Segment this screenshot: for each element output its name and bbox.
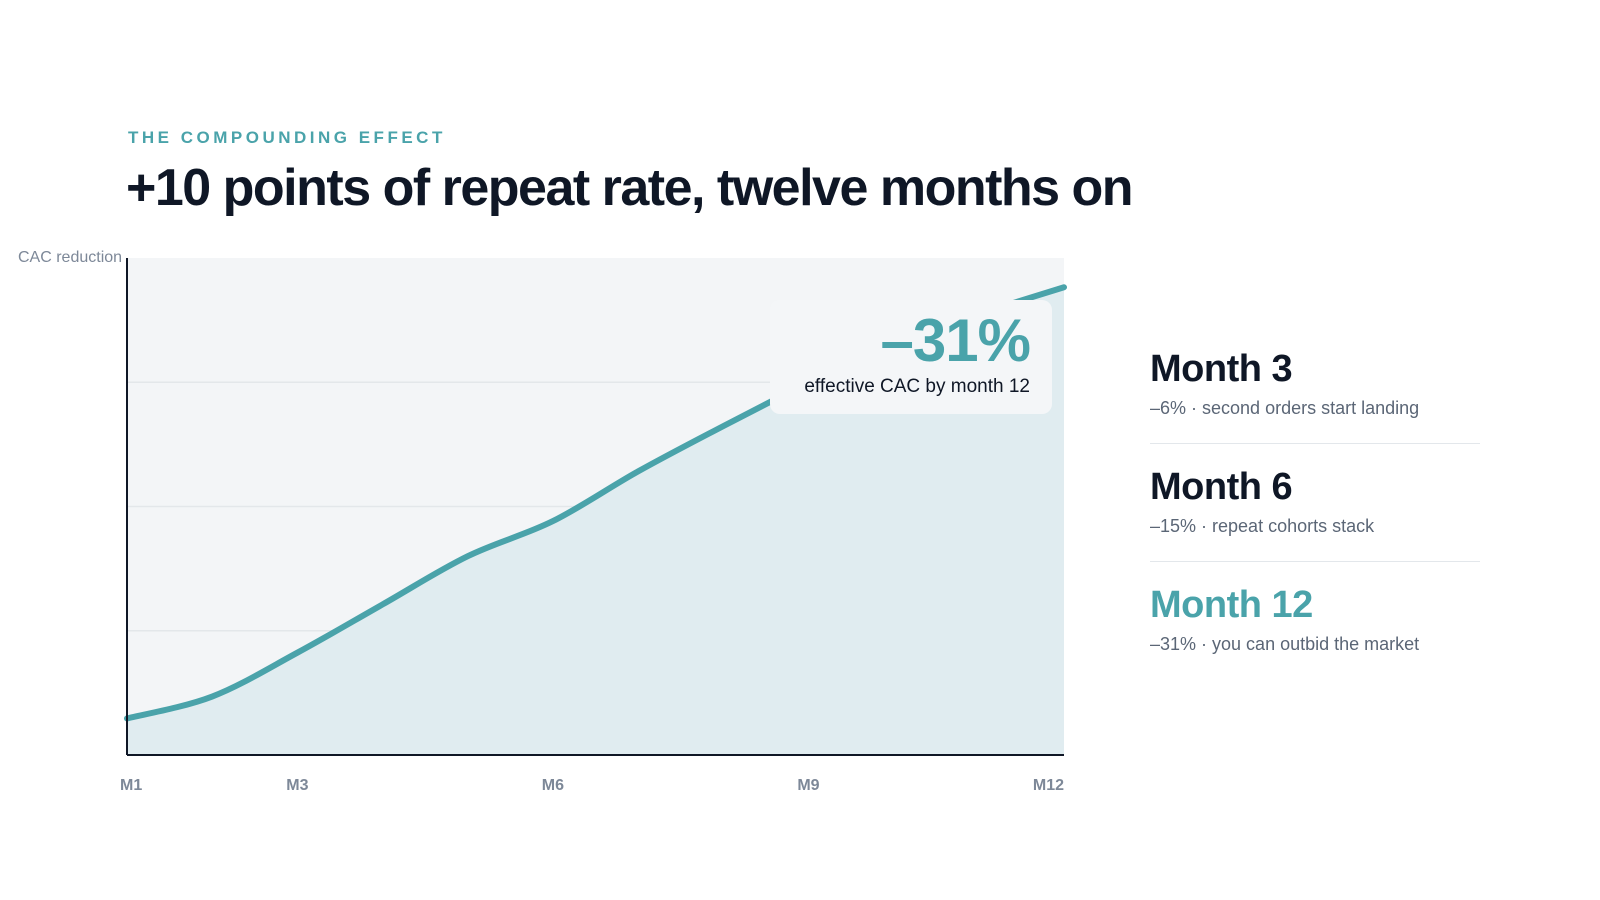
x-tick-label: M12 <box>1033 777 1064 794</box>
milestone-title: Month 12 <box>1150 584 1313 626</box>
callout-label: effective CAC by month 12 <box>804 376 1030 397</box>
milestone-desc: –31% · you can outbid the market <box>1150 634 1420 654</box>
milestone-title: Month 6 <box>1150 466 1293 508</box>
milestone-item: Month 12 –31% · you can outbid the marke… <box>1150 561 1480 655</box>
callout-card: –31% effective CAC by month 12 <box>770 300 1052 414</box>
x-tick-label: M6 <box>542 777 564 794</box>
milestone-desc: –15% · repeat cohorts stack <box>1150 516 1375 536</box>
y-axis-label: CAC reduction <box>18 249 122 266</box>
milestone-item: Month 6 –15% · repeat cohorts stack <box>1150 443 1480 561</box>
milestone-title: Month 3 <box>1150 348 1293 390</box>
eyebrow-label: THE COMPOUNDING EFFECT <box>128 128 446 147</box>
x-tick-label: M9 <box>797 777 819 794</box>
callout-value: –31% <box>880 307 1031 374</box>
x-tick-label: M1 <box>120 777 142 794</box>
milestone-item: Month 3 –6% · second orders start landin… <box>1150 350 1480 443</box>
milestone-desc: –6% · second orders start landing <box>1150 398 1420 418</box>
page-title: +10 points of repeat rate, twelve months… <box>126 159 1134 217</box>
x-tick-label: M3 <box>286 777 308 794</box>
milestone-list: Month 3 –6% · second orders start landin… <box>1150 350 1480 655</box>
